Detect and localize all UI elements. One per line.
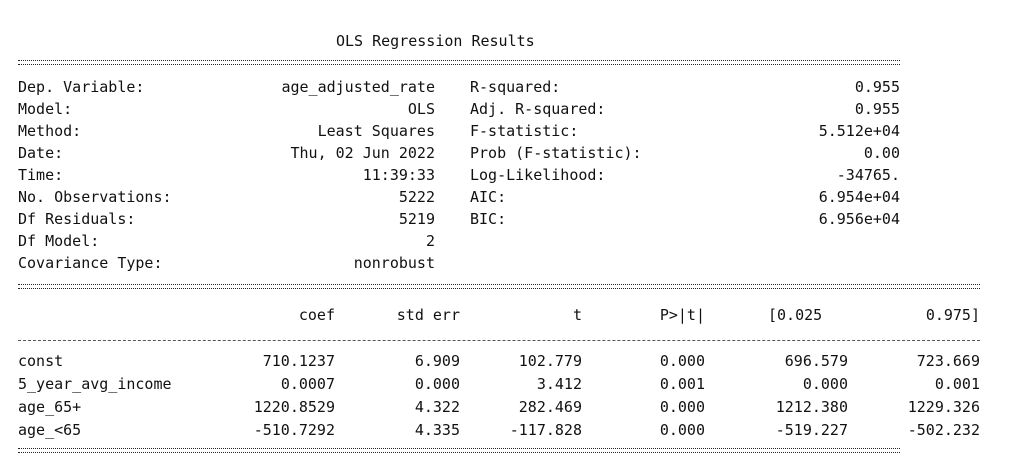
coef-cell: -519.227 — [775, 421, 848, 439]
coef-cell: 0.001 — [659, 375, 705, 393]
summary-left-value: OLS — [407, 100, 435, 118]
coef-cell: 0.001 — [934, 375, 980, 393]
summary-right-value: 0.955 — [854, 78, 900, 96]
coef-cell: 102.779 — [518, 352, 582, 370]
summary-right-value: -34765. — [836, 166, 900, 184]
double-rule-bottom — [18, 448, 900, 453]
coef-variable-name: age_65+ — [18, 398, 82, 416]
coef-cell: 0.0007 — [280, 375, 335, 393]
coef-cell: 1212.380 — [775, 398, 848, 416]
summary-right-value: 6.954e+04 — [818, 188, 900, 206]
summary-left-label: Date: — [18, 144, 64, 162]
coef-cell: 4.335 — [414, 421, 460, 439]
coef-cell: 723.669 — [916, 352, 980, 370]
summary-left-value: 5219 — [398, 210, 435, 228]
coef-cell: 0.000 — [659, 421, 705, 439]
summary-right-label: AIC: — [470, 188, 507, 206]
coef-cell: 4.322 — [414, 398, 460, 416]
summary-left-value: Least Squares — [317, 122, 435, 140]
summary-right-value: 0.955 — [854, 100, 900, 118]
summary-left-value: age_adjusted_rate — [281, 78, 435, 96]
coef-variable-name: 5_year_avg_income — [18, 375, 172, 393]
summary-left-label: Covariance Type: — [18, 254, 163, 272]
double-rule-top — [18, 60, 900, 65]
coef-cell: 3.412 — [536, 375, 582, 393]
coef-header: P>|t| — [659, 306, 705, 324]
coef-cell: 0.000 — [802, 375, 848, 393]
summary-right-label: F-statistic: — [470, 122, 579, 140]
summary-right-value: 6.956e+04 — [818, 210, 900, 228]
summary-right-label: Prob (F-statistic): — [470, 144, 642, 162]
summary-right-label: Log-Likelihood: — [470, 166, 606, 184]
coef-header: [0.025 — [768, 306, 823, 324]
coef-cell: 1220.8529 — [253, 398, 335, 416]
coef-cell: 710.1237 — [262, 352, 335, 370]
summary-left-label: No. Observations: — [18, 188, 172, 206]
coef-cell: 0.000 — [659, 398, 705, 416]
coef-cell: 0.000 — [414, 375, 460, 393]
summary-right-label: BIC: — [470, 210, 507, 228]
summary-left-value: 5222 — [398, 188, 435, 206]
summary-right-label: Adj. R-squared: — [470, 100, 606, 118]
double-rule-middle — [18, 284, 980, 289]
summary-right-label: R-squared: — [470, 78, 561, 96]
coef-header: t — [572, 306, 582, 324]
coef-cell: 0.000 — [659, 352, 705, 370]
coef-cell: -117.828 — [509, 421, 582, 439]
summary-left-value: Thu, 02 Jun 2022 — [290, 144, 436, 162]
summary-left-label: Df Residuals: — [18, 210, 136, 228]
coef-header: coef — [298, 306, 335, 324]
summary-left-value: 2 — [425, 232, 435, 250]
dashed-rule — [18, 340, 980, 341]
coef-header: std err — [396, 306, 460, 324]
summary-left-label: Method: — [18, 122, 82, 140]
summary-left-label: Model: — [18, 100, 73, 118]
summary-left-label: Df Model: — [18, 232, 100, 250]
coef-cell: -510.7292 — [253, 421, 335, 439]
coef-variable-name: const — [18, 352, 64, 370]
summary-right-value: 0.00 — [863, 144, 900, 162]
coef-variable-name: age_<65 — [18, 421, 82, 439]
summary-right-value: 5.512e+04 — [818, 122, 900, 140]
summary-left-value: nonrobust — [353, 254, 435, 272]
coef-header: 0.975] — [925, 306, 980, 324]
coef-cell: -502.232 — [907, 421, 980, 439]
coef-cell: 282.469 — [518, 398, 582, 416]
summary-left-value: 11:39:33 — [362, 166, 435, 184]
summary-left-label: Dep. Variable: — [18, 78, 145, 96]
table-title: OLS Regression Results — [336, 32, 535, 50]
coef-cell: 6.909 — [414, 352, 460, 370]
summary-left-label: Time: — [18, 166, 64, 184]
coef-cell: 1229.326 — [907, 398, 980, 416]
coef-cell: 696.579 — [784, 352, 848, 370]
